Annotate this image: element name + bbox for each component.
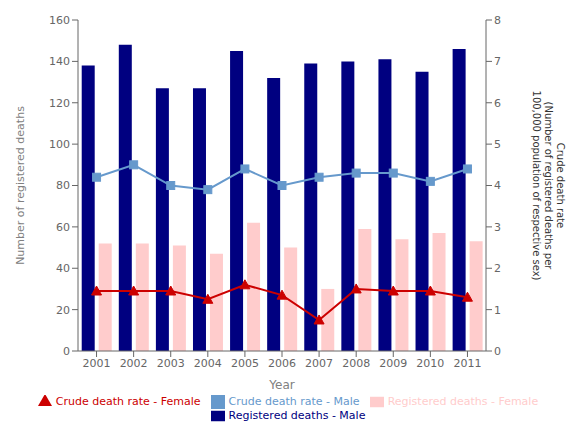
svg-text:80: 80: [56, 179, 70, 192]
html-text:Crude death rate - Male: Crude death rate - Male: [228, 395, 360, 408]
svg-text:2003: 2003: [157, 357, 185, 370]
svg-text:(Number of registered deaths p: (Number of registered deaths per: [543, 102, 554, 271]
svg-text:100: 100: [49, 138, 70, 151]
svg-text:60: 60: [56, 221, 70, 234]
svg-text:2: 2: [494, 262, 501, 275]
svg-text:2008: 2008: [342, 357, 370, 370]
svg-text:100,000 population of respecti: 100,000 population of respective sex): [531, 91, 542, 281]
svg-text:2011: 2011: [453, 357, 481, 370]
svg-text:1: 1: [494, 304, 501, 317]
svg-text:2001: 2001: [83, 357, 111, 370]
svg-text:0: 0: [63, 345, 70, 358]
svg-text:140: 140: [49, 55, 70, 68]
svg-text:0: 0: [494, 345, 501, 358]
svg-text:40: 40: [56, 262, 70, 275]
svg-text:160: 160: [49, 14, 70, 27]
svg-text:2009: 2009: [379, 357, 407, 370]
svg-text:Crude death rate: Crude death rate: [555, 143, 566, 229]
svg-text:2007: 2007: [305, 357, 333, 370]
svg-text:2005: 2005: [231, 357, 259, 370]
svg-text:120: 120: [49, 97, 70, 110]
svg-text:3: 3: [494, 221, 501, 234]
svg-text:8: 8: [494, 14, 501, 27]
svg-text:Number of registered deaths: Number of registered deaths: [14, 106, 27, 265]
html-text:Registered deaths - Female: Registered deaths - Female: [387, 395, 539, 408]
svg-text:Year: Year: [268, 378, 294, 392]
svg-text:7: 7: [494, 55, 501, 68]
svg-text:6: 6: [494, 97, 501, 110]
svg-text:2002: 2002: [120, 357, 148, 370]
svg-text:20: 20: [56, 304, 70, 317]
svg-text:2004: 2004: [194, 357, 222, 370]
html-text:Registered deaths - Male: Registered deaths - Male: [228, 409, 366, 422]
svg-text:2006: 2006: [268, 357, 296, 370]
svg-text:2010: 2010: [416, 357, 444, 370]
svg-text:4: 4: [494, 179, 501, 192]
html-text:Crude death rate - Female: Crude death rate - Female: [55, 395, 201, 408]
svg-text:5: 5: [494, 138, 501, 151]
